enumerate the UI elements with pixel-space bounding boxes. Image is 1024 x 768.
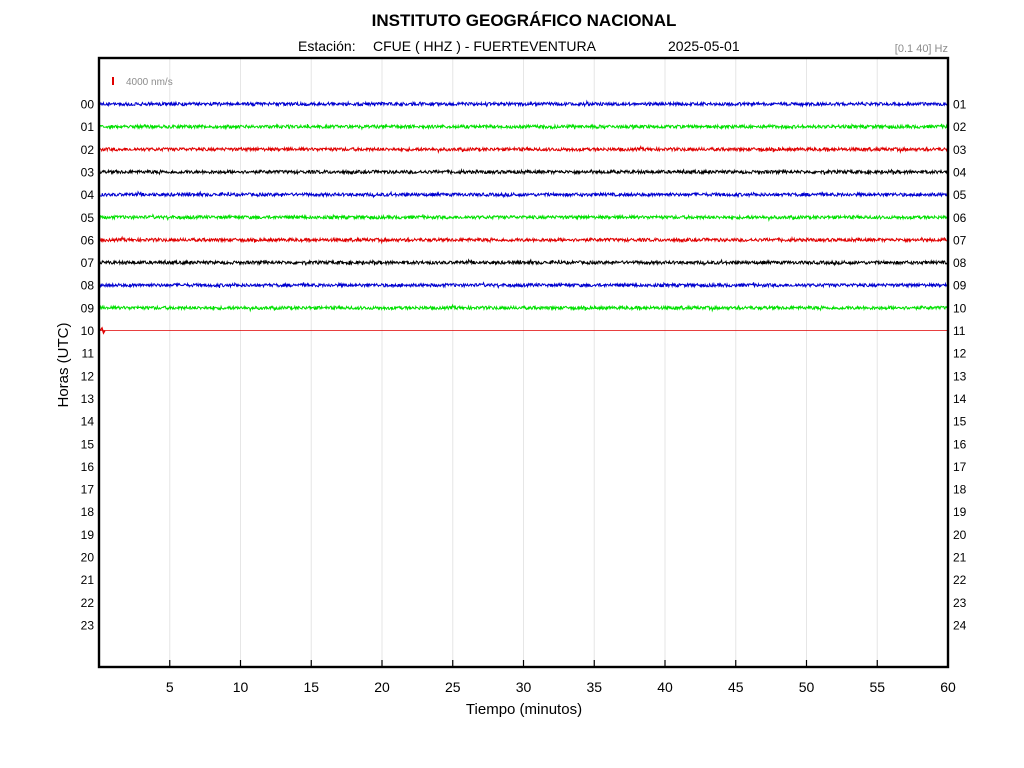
trace-signal bbox=[98, 235, 949, 245]
station-name: CFUE ( HHZ ) - FUERTEVENTURA bbox=[373, 38, 597, 54]
y-tick-label-right: 02 bbox=[953, 120, 967, 134]
y-tick-label-left: 12 bbox=[81, 369, 95, 383]
y-tick-label-right: 15 bbox=[953, 415, 967, 429]
trace-signal bbox=[98, 144, 949, 154]
x-tick-label: 25 bbox=[445, 679, 461, 695]
trace-signal bbox=[98, 213, 949, 222]
y-tick-label-right: 13 bbox=[953, 369, 967, 383]
x-tick-label: 50 bbox=[799, 679, 815, 695]
trace-signal bbox=[98, 167, 948, 176]
trace-signal bbox=[98, 123, 949, 132]
y-tick-label-right: 22 bbox=[953, 573, 967, 587]
x-tick-label: 10 bbox=[233, 679, 249, 695]
y-tick-label-right: 23 bbox=[953, 596, 967, 610]
y-tick-label-right: 14 bbox=[953, 392, 967, 406]
y-tick-label-right: 21 bbox=[953, 551, 967, 565]
y-tick-label-right: 04 bbox=[953, 165, 967, 179]
trace-hour-05 bbox=[98, 213, 949, 222]
y-tick-label-right: 08 bbox=[953, 256, 967, 270]
trace-hour-03 bbox=[98, 167, 948, 176]
vertical-grid bbox=[169, 59, 878, 666]
y-tick-label-left: 10 bbox=[81, 324, 95, 338]
y-tick-label-left: 23 bbox=[81, 618, 95, 632]
plot-frame bbox=[97, 56, 950, 669]
trace-hour-02 bbox=[98, 144, 949, 154]
y-tick-label-right: 07 bbox=[953, 233, 967, 247]
trace-hour-09 bbox=[98, 303, 949, 313]
trace-signal bbox=[99, 326, 106, 335]
y-tick-label-left: 09 bbox=[81, 301, 95, 315]
y-tick-label-right: 05 bbox=[953, 188, 967, 202]
trace-signal bbox=[98, 258, 948, 267]
scale-bar-mark bbox=[112, 77, 114, 85]
y-tick-label-left: 16 bbox=[81, 460, 95, 474]
y-tick-label-left: 11 bbox=[82, 347, 95, 361]
y-tick-label-right: 24 bbox=[953, 618, 967, 632]
y-tick-label-left: 19 bbox=[81, 528, 95, 542]
y-tick-label-right: 17 bbox=[953, 460, 967, 474]
trace-hour-10 bbox=[99, 326, 948, 335]
x-tick-label: 60 bbox=[940, 679, 956, 695]
y-tick-label-left: 02 bbox=[81, 143, 95, 157]
y-tick-label-left: 01 bbox=[81, 120, 95, 134]
x-axis-label: Tiempo (minutos) bbox=[466, 701, 582, 718]
y-tick-label-left: 03 bbox=[81, 165, 95, 179]
trace-hour-08 bbox=[98, 281, 948, 289]
trace-hour-04 bbox=[98, 190, 949, 199]
y-tick-label-right: 19 bbox=[953, 505, 967, 519]
trace-layer bbox=[98, 99, 949, 335]
y-tick-label-right: 06 bbox=[953, 211, 967, 225]
trace-signal bbox=[98, 281, 948, 289]
trace-hour-01 bbox=[98, 123, 949, 132]
trace-hour-06 bbox=[98, 235, 949, 245]
y-tick-label-left: 14 bbox=[81, 415, 95, 429]
y-tick-label-left: 17 bbox=[81, 483, 95, 497]
tick-layer: 5 10 15 20 25 30 35 40 45 50 55 60 00 01 02 03 04 05 06 07 0… bbox=[81, 98, 967, 696]
x-tick-label: 15 bbox=[303, 679, 319, 695]
trace-signal bbox=[98, 190, 949, 199]
station-label: Estación: bbox=[298, 38, 356, 54]
y-tick-label-left: 08 bbox=[81, 279, 95, 293]
chart-title: INSTITUTO GEOGRÁFICO NACIONAL bbox=[372, 11, 677, 30]
trace-signal bbox=[98, 99, 949, 108]
trace-hour-07 bbox=[98, 258, 948, 267]
x-tick-label: 35 bbox=[586, 679, 602, 695]
y-tick-label-left: 21 bbox=[81, 573, 95, 587]
y-tick-label-left: 20 bbox=[81, 551, 95, 565]
y-tick-label-right: 20 bbox=[953, 528, 967, 542]
x-tick-label: 45 bbox=[728, 679, 744, 695]
y-tick-label-left: 15 bbox=[81, 437, 95, 451]
y-tick-label-left: 04 bbox=[81, 188, 95, 202]
x-tick-label: 20 bbox=[374, 679, 390, 695]
y-tick-label-left: 05 bbox=[81, 211, 95, 225]
y-tick-label-right: 12 bbox=[953, 347, 967, 361]
chart-date: 2025-05-01 bbox=[668, 38, 740, 54]
y-tick-label-left: 00 bbox=[81, 98, 95, 112]
x-tick-label: 5 bbox=[166, 679, 174, 695]
trace-signal bbox=[98, 303, 949, 313]
amplitude-scale: 4000 nm/s bbox=[112, 77, 173, 88]
y-tick-label-left: 06 bbox=[81, 233, 95, 247]
y-axis-label: Horas (UTC) bbox=[55, 322, 72, 407]
y-tick-label-right: 16 bbox=[953, 437, 967, 451]
y-tick-label-right: 03 bbox=[953, 143, 967, 157]
y-tick-label-left: 22 bbox=[81, 596, 95, 610]
trace-hour-00 bbox=[98, 99, 949, 108]
x-tick-label: 55 bbox=[869, 679, 885, 695]
y-tick-label-right: 09 bbox=[953, 279, 967, 293]
y-tick-label-left: 13 bbox=[81, 392, 95, 406]
x-tick-label: 30 bbox=[516, 679, 532, 695]
y-tick-label-right: 18 bbox=[953, 483, 967, 497]
x-tick-label: 40 bbox=[657, 679, 673, 695]
y-tick-label-right: 10 bbox=[953, 301, 967, 315]
y-tick-label-left: 18 bbox=[81, 505, 95, 519]
filter-band: [0.1 40] Hz bbox=[895, 43, 948, 55]
y-tick-label-left: 07 bbox=[81, 256, 95, 270]
scale-bar-label: 4000 nm/s bbox=[126, 77, 173, 88]
y-tick-label-right: 11 bbox=[953, 324, 966, 338]
y-tick-label-right: 01 bbox=[953, 98, 967, 112]
